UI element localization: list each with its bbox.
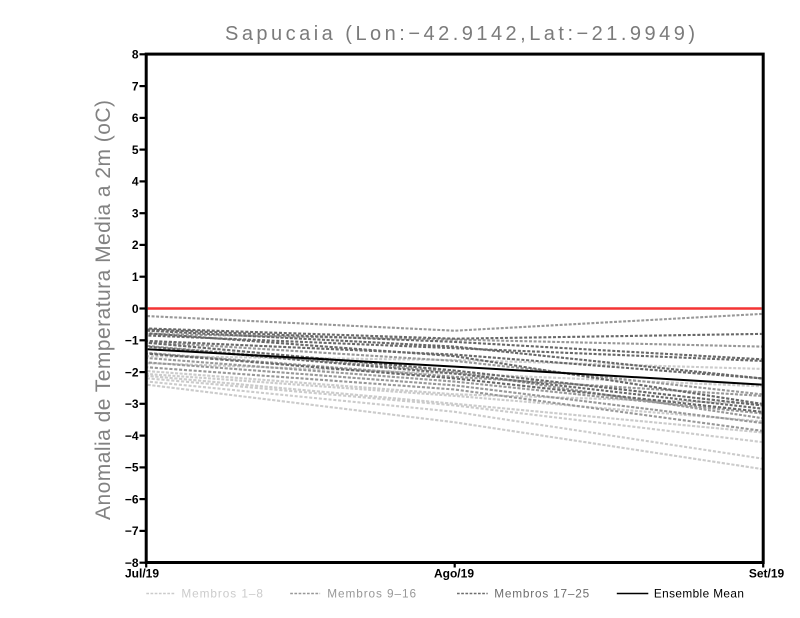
svg-text:−3: −3 [125, 397, 139, 411]
svg-text:Ago/19: Ago/19 [434, 567, 474, 581]
svg-text:0: 0 [132, 302, 139, 316]
svg-text:−1: −1 [125, 334, 139, 348]
svg-text:Membros 1–8: Membros 1–8 [181, 586, 263, 600]
svg-text:6: 6 [132, 111, 139, 125]
svg-text:−7: −7 [125, 524, 139, 538]
svg-text:Membros 17–25: Membros 17–25 [494, 586, 589, 600]
svg-text:8: 8 [132, 48, 139, 62]
svg-text:Ensemble Mean: Ensemble Mean [654, 586, 744, 600]
svg-text:Anomalia de Temperatura Media: Anomalia de Temperatura Media a 2m (oC) [92, 100, 115, 520]
svg-text:−5: −5 [125, 461, 139, 475]
svg-text:1: 1 [132, 270, 139, 284]
svg-text:Set/19: Set/19 [749, 567, 785, 581]
svg-text:−8: −8 [125, 556, 139, 570]
svg-text:Jul/19: Jul/19 [125, 567, 159, 581]
svg-text:−2: −2 [125, 365, 139, 379]
svg-text:4: 4 [132, 175, 139, 189]
svg-text:Membros 9–16: Membros 9–16 [327, 586, 416, 600]
svg-text:2: 2 [132, 238, 139, 252]
svg-text:−4: −4 [125, 429, 139, 443]
svg-text:5: 5 [132, 143, 139, 157]
svg-text:−6: −6 [125, 492, 139, 506]
svg-text:3: 3 [132, 207, 139, 221]
svg-text:7: 7 [132, 79, 139, 93]
